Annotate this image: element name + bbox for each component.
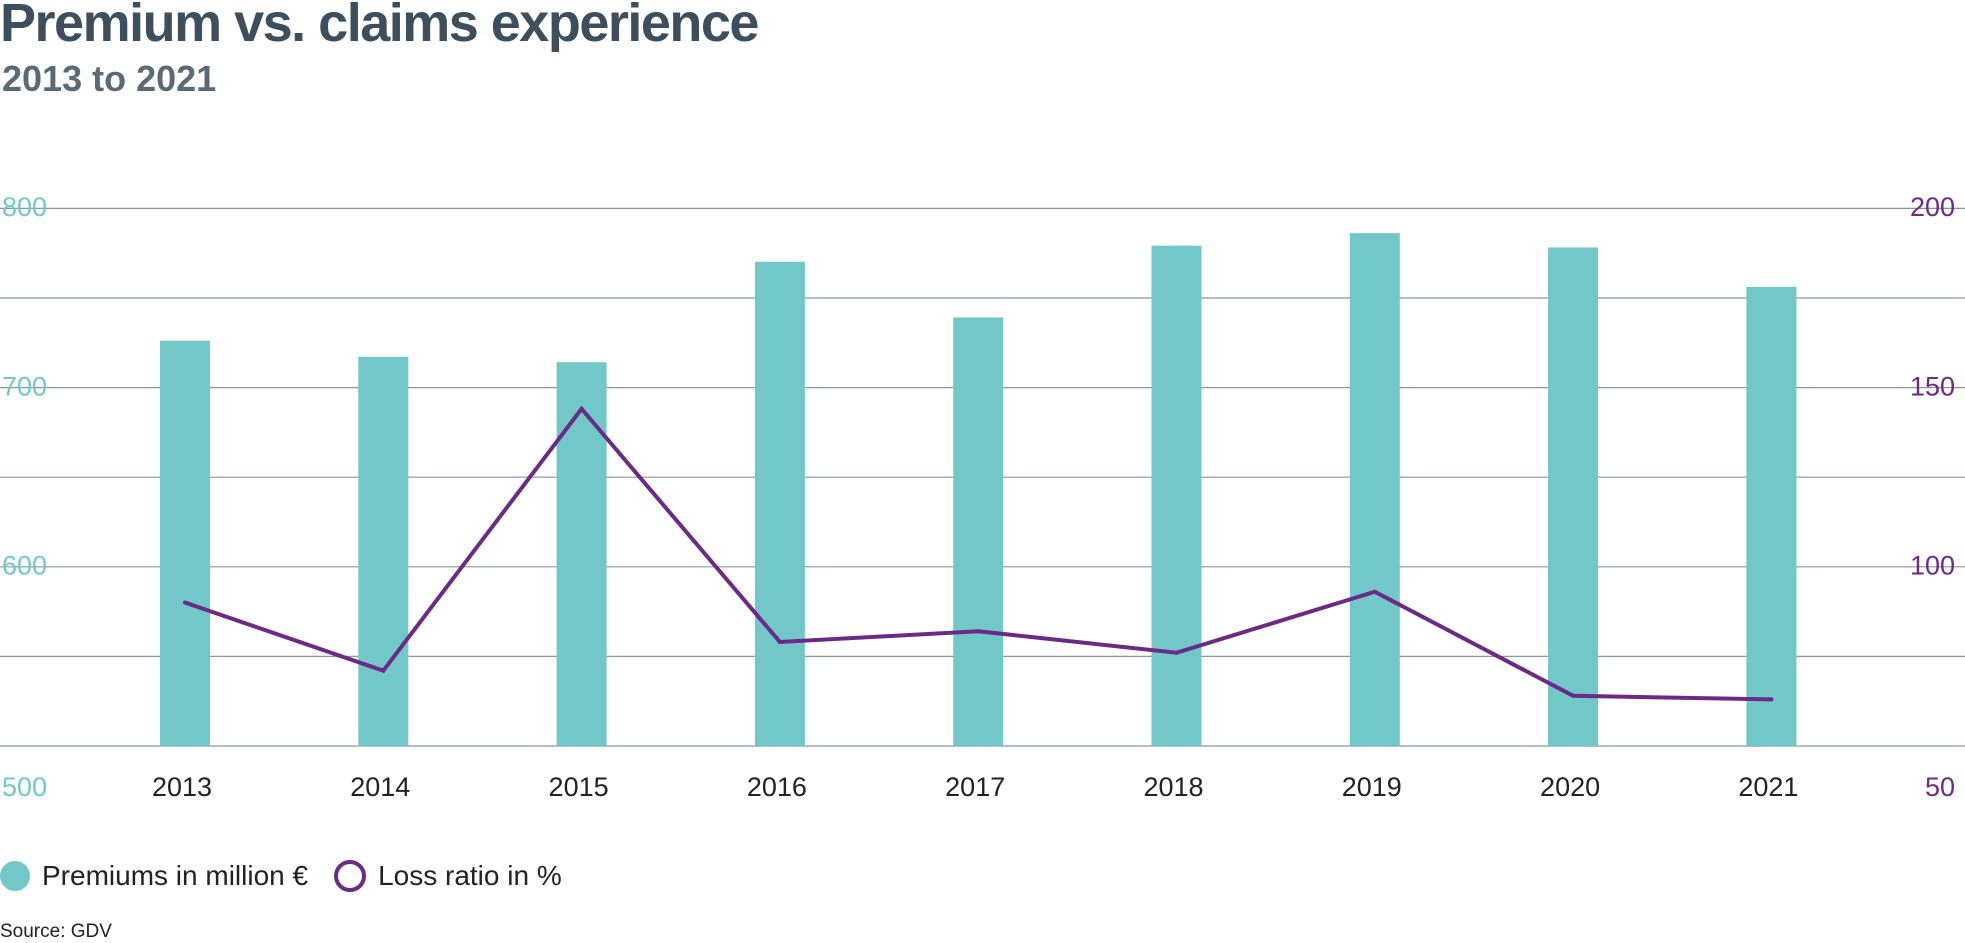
loss-ratio-line [183,405,1774,702]
x-axis-ticks: 2013 2014 2015 2016 2017 2018 2019 2020 2021 [152,772,1798,802]
bar-2016[interactable] [754,261,805,746]
bar-2018[interactable] [1151,245,1202,746]
loss-ratio-point-2018 [1174,650,1179,655]
bar-2015[interactable] [556,362,607,746]
bar-2020[interactable] [1548,247,1599,746]
bar-2019[interactable] [1349,233,1400,746]
loss-ratio-point-2021 [1769,697,1774,702]
left-tick-label: 500 [2,772,47,802]
legend-label-premiums: Premiums in million € [42,860,309,891]
x-tick-label: 2016 [747,772,807,802]
left-tick-label: 800 [2,192,47,222]
filled-circle-icon [0,861,30,891]
chart-subtitle: 2013 to 2021 [2,58,217,99]
left-tick-label: 600 [2,551,47,581]
legend-item-loss-ratio[interactable]: Loss ratio in % [334,860,562,892]
loss-ratio-point-2020 [1571,693,1576,698]
chart-title: Premium vs. claims experience [0,0,759,53]
x-tick-label: 2020 [1540,772,1600,802]
loss-ratio-point-2013 [183,600,187,605]
bar-2014[interactable] [358,356,409,746]
x-tick-label: 2017 [945,772,1005,802]
loss-ratio-point-2014 [381,668,386,673]
x-tick-label: 2013 [152,772,212,802]
right-tick-label: 200 [1910,192,1955,222]
left-axis-ticks: 500 600 700 800 [2,192,47,802]
x-tick-label: 2014 [350,772,410,802]
right-axis-ticks: 50 100 150 200 [1910,192,1955,802]
left-tick-label: 700 [2,371,47,401]
source-note: Source: GDV [0,921,112,942]
ring-circle-icon [334,860,367,892]
x-tick-label: 2019 [1342,772,1402,802]
loss-ratio-point-2015 [579,406,584,411]
legend: Premiums in million € Loss ratio in % [0,860,588,892]
bar-2021[interactable] [1746,286,1797,746]
right-tick-label: 50 [1925,772,1955,802]
loss-ratio-point-2017 [976,629,981,634]
bar-2013[interactable] [160,340,210,746]
loss-ratio-point-2019 [1372,589,1377,594]
right-tick-label: 150 [1910,371,1955,401]
premium-bars [160,233,1797,746]
loss-ratio-point-2016 [777,639,782,644]
legend-label-loss-ratio: Loss ratio in % [378,860,562,891]
x-tick-label: 2018 [1143,772,1203,802]
bar-2017[interactable] [953,317,1004,746]
legend-item-premiums[interactable]: Premiums in million € [0,860,308,892]
x-tick-label: 2021 [1738,772,1798,802]
x-tick-label: 2015 [549,772,609,802]
right-tick-label: 100 [1910,551,1955,581]
